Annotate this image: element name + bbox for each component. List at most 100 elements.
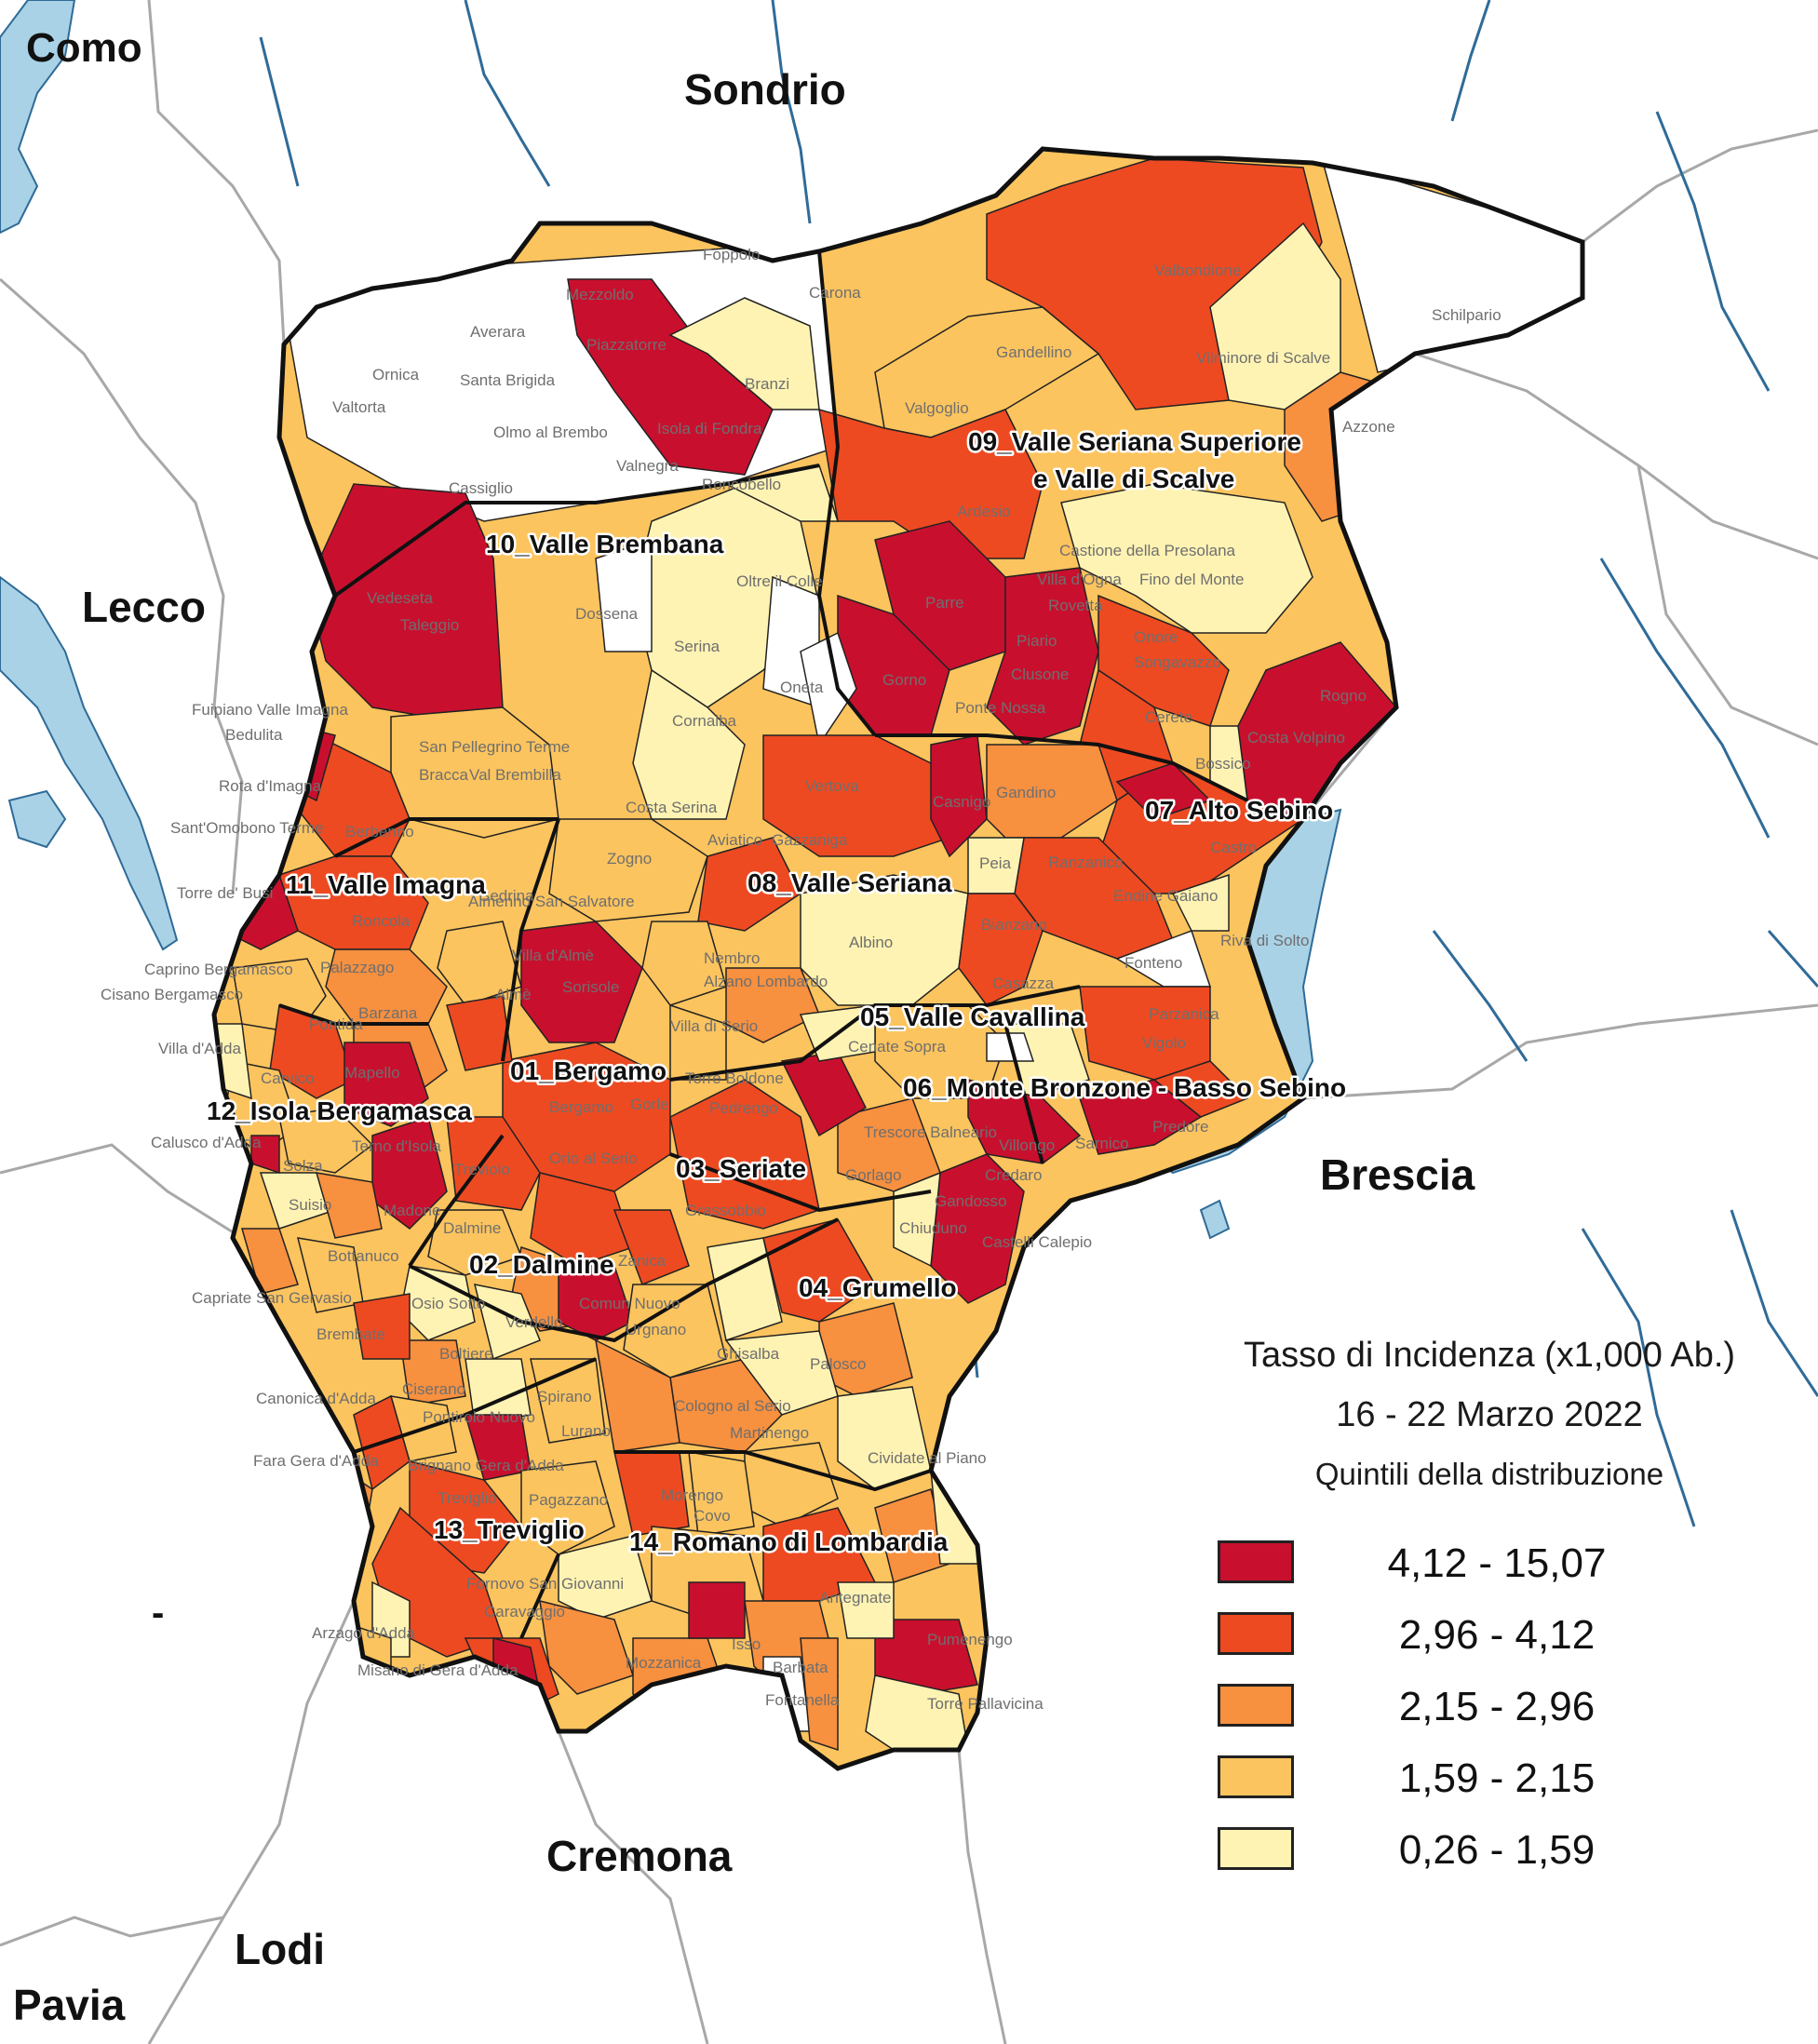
town-label: Barbata <box>773 1659 828 1676</box>
town-label: Albino <box>849 934 893 951</box>
town-label: Isso <box>732 1635 761 1653</box>
legend-label: 0,26 - 1,59 <box>1398 1827 1596 1873</box>
town-label: Solza <box>283 1157 323 1175</box>
town-label: Averara <box>470 323 526 341</box>
town-label: Cornalba <box>672 712 737 730</box>
town-label: Brembate <box>316 1325 385 1343</box>
town-label: Mezzoldo <box>566 286 634 303</box>
town-label: Oneta <box>780 679 824 696</box>
town-label: Covo <box>694 1507 731 1525</box>
town-label: Clusone <box>1011 666 1069 683</box>
district-borders <box>278 250 1248 1639</box>
town-label: Vigolo <box>1142 1034 1186 1052</box>
town-label: Castro <box>1210 839 1257 856</box>
town-label: Cassiglio <box>449 479 513 497</box>
legend-class-1: 4,12 - 15,07 <box>1218 1540 1757 1589</box>
town-label: Sorisole <box>562 978 619 996</box>
town-label: Oltre il Colle <box>736 572 823 590</box>
legend-period: 16 - 22 Marzo 2022 <box>1336 1395 1643 1434</box>
town-label: Azzone <box>1342 418 1395 436</box>
town-label: Rovetta <box>1048 597 1103 614</box>
town-label: Costa Serina <box>626 799 718 816</box>
legend-swatch <box>1218 1612 1294 1655</box>
town-label: Cenate Sopra <box>848 1038 946 1056</box>
town-label: Schilpario <box>1432 306 1502 324</box>
province-lecco: Lecco <box>82 583 206 631</box>
town-label: Cologno al Serio <box>674 1397 791 1415</box>
town-label: Palazzago <box>320 959 394 976</box>
district-label-10: 10_Valle Brembana <box>486 530 724 558</box>
town-label: Verdello <box>505 1313 562 1331</box>
district-label-12: 12_Isola Bergamasca <box>207 1096 472 1125</box>
town-label: Gazzaniga <box>772 831 848 849</box>
town-label: Caravaggio <box>484 1603 565 1620</box>
district-label-02: 02_Dalmine <box>469 1250 614 1279</box>
district-label-01: 01_Bergamo <box>510 1056 667 1085</box>
town-label: Zogno <box>607 850 652 867</box>
town-label: Gandino <box>996 784 1056 801</box>
town-label: Parre <box>925 594 964 612</box>
town-label: Predore <box>1152 1118 1208 1136</box>
town-label: Mozzanica <box>626 1654 702 1672</box>
town-label: Treviolo <box>454 1161 510 1178</box>
town-label: Berbenno <box>345 823 414 840</box>
province-pavia: Pavia <box>13 1981 126 2029</box>
legend-class-4: 1,59 - 2,15 <box>1218 1755 1757 1804</box>
town-label: Villa d'Adda <box>158 1040 241 1057</box>
town-label: Castione della Presolana <box>1059 542 1236 559</box>
town-label: Pontirolo Nuovo <box>423 1408 535 1426</box>
legend-swatch <box>1218 1684 1294 1727</box>
town-label: Torre Pallavicina <box>927 1695 1044 1713</box>
town-label: Mapello <box>344 1064 400 1082</box>
town-label: Almenno San Salvatore <box>468 893 635 910</box>
town-label: Gandellino <box>996 343 1071 361</box>
lake-small-1 <box>7 789 67 849</box>
district-label-09b: e Valle di Scalve <box>1033 464 1234 493</box>
district-label-05: 05_Valle Cavallina <box>860 1002 1085 1031</box>
town-label: Morengo <box>661 1486 723 1504</box>
town-label: Almè <box>495 986 532 1003</box>
town-label: Val Brembilla <box>469 766 561 784</box>
town-label: Castelli Calepio <box>982 1233 1092 1251</box>
town-label: Brignano Gera d'Adda <box>408 1457 564 1474</box>
town-label: Gorle <box>630 1096 669 1113</box>
town-label: Carvico <box>261 1069 315 1087</box>
town-labels: Foppolo Carona Mezzoldo Averara Piazzato… <box>101 246 1502 1713</box>
town-label: Trescore Balneario <box>864 1123 997 1141</box>
town-label: Isola di Fondra <box>657 420 762 437</box>
town-label: Urgnano <box>626 1321 686 1338</box>
town-label: Fornovo San Giovanni <box>466 1575 624 1593</box>
town-label: Bergamo <box>549 1098 613 1116</box>
town-label: Bottanuco <box>328 1247 399 1265</box>
town-label: Piazzatorre <box>586 336 667 354</box>
town-label: Villa d'Ogna <box>1037 571 1122 588</box>
town-label: Dossena <box>575 605 639 623</box>
town-label: Parzanica <box>1149 1005 1219 1023</box>
province-sondrio: Sondrio <box>684 65 846 114</box>
town-label: Cividate al Piano <box>868 1449 987 1467</box>
legend-class-3: 2,15 - 2,96 <box>1218 1684 1757 1732</box>
town-label: Sarnico <box>1075 1135 1129 1152</box>
legend-label: 1,59 - 2,15 <box>1398 1755 1596 1801</box>
town-label: Taleggio <box>400 616 459 634</box>
town-label: Torre Boldone <box>685 1069 784 1087</box>
district-label-13: 13_Treviglio <box>434 1515 585 1544</box>
town-label: Bedulita <box>225 726 283 744</box>
town-label: Villa d'Almè <box>512 947 594 964</box>
town-label: Palosco <box>810 1355 866 1373</box>
town-label: Pagazzano <box>529 1491 608 1509</box>
town-label: Fino del Monte <box>1139 571 1244 588</box>
town-label: Capriate San Gervasio <box>192 1289 352 1307</box>
town-label: Ciserano <box>402 1380 465 1398</box>
town-label: Branzi <box>745 375 789 393</box>
town-label: Pontida <box>309 1015 363 1033</box>
town-label: Credaro <box>985 1166 1042 1184</box>
town-label: Sant'Omobono Terme <box>170 819 324 837</box>
town-label: Ghisalba <box>717 1345 780 1363</box>
town-label: Peia <box>979 854 1012 872</box>
town-label: San Pellegrino Terme <box>419 738 570 756</box>
town-label: Barzana <box>358 1004 418 1022</box>
town-label: Rogno <box>1320 687 1367 705</box>
town-label: Chiuduno <box>899 1219 967 1237</box>
town-label: Songavazzo <box>1134 653 1221 671</box>
